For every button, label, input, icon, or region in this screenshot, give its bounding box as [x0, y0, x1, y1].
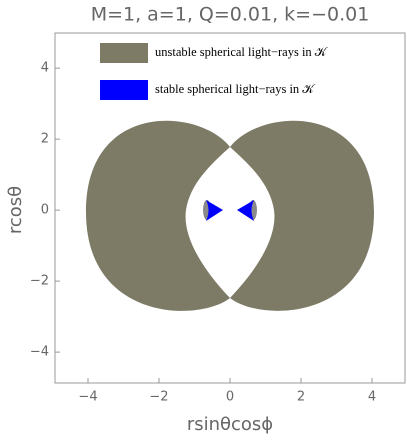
y-tick-label: −4 — [30, 345, 49, 360]
y-tick-label: 4 — [41, 61, 49, 76]
y-tick-label: 2 — [41, 132, 49, 147]
legend-swatch — [100, 80, 148, 100]
legend-label: stable spherical light−rays in 𝒦 — [155, 82, 316, 96]
y-axis-label: rcosθ — [5, 186, 26, 234]
regions — [86, 120, 374, 311]
x-tick-label: 4 — [368, 390, 376, 405]
legend-swatch — [100, 43, 148, 63]
stable-region — [206, 200, 223, 221]
x-tick-label: −2 — [149, 390, 168, 405]
chart-title: M=1, a=1, Q=0.01, k=−0.01 — [91, 4, 370, 26]
unstable-region — [86, 120, 230, 311]
y-tick-label: 0 — [41, 203, 49, 218]
x-tick-label: −4 — [78, 390, 97, 405]
y-tick-label: −2 — [30, 274, 49, 289]
stable-region — [237, 200, 254, 221]
x-tick-label: 0 — [226, 390, 234, 405]
legend-label: unstable spherical light−rays in 𝒦 — [155, 45, 329, 59]
x-tick-label: 2 — [297, 390, 305, 405]
x-axis-label: rsinθcosϕ — [187, 414, 273, 435]
unstable-region — [230, 120, 374, 311]
